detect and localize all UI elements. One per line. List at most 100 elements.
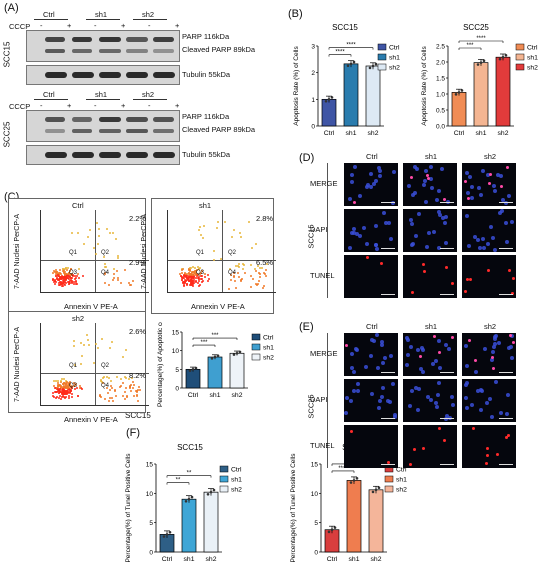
data-point (233, 353, 236, 356)
flow-event-dot (116, 376, 118, 378)
flow-event-dot (111, 397, 113, 399)
flow-event-dot (122, 395, 124, 397)
micro-row-label: TUNEL (310, 271, 335, 280)
flow-event-dot (199, 284, 201, 286)
nucleus-dot (437, 189, 441, 193)
nucleus-dot (485, 401, 489, 405)
data-point (505, 54, 508, 57)
flow-event-dot (62, 285, 64, 287)
legend-label: Ctrl (389, 45, 400, 52)
flow-event-dot (233, 229, 235, 231)
quadrant-label: Q3 (69, 270, 77, 276)
flow-event-dot (78, 277, 80, 279)
nucleus-dot (381, 361, 385, 365)
nucleus-dot (441, 216, 445, 220)
flow-plot-area: Q1 Q2 Q3 Q4 2.6% 8.2% (40, 323, 149, 406)
chart-f-scc15: SCC15051015Percentage(%) of Tunel Positi… (120, 440, 260, 568)
flow-event-dot (240, 280, 242, 282)
legend-swatch (385, 486, 393, 492)
data-point (239, 351, 242, 354)
tunel-dot (492, 367, 495, 370)
x-tick-label: Ctrl (162, 556, 173, 563)
tunel-dot (413, 448, 416, 451)
legend-swatch (252, 334, 260, 340)
blot-group-label: sh1 (95, 10, 107, 19)
flow-event-dot (93, 362, 95, 364)
nucleus-dot (364, 365, 368, 369)
y-tick-label: 1 (311, 97, 315, 104)
nucleus-dot (424, 169, 428, 173)
nucleus-dot (362, 226, 366, 230)
nucleus-dot (426, 395, 430, 399)
scale-bar (499, 294, 513, 295)
micro-image (403, 163, 457, 206)
nucleus-dot (432, 230, 436, 234)
micro-image (462, 209, 516, 252)
scale-bar (499, 202, 513, 203)
tunel-dot (496, 453, 499, 456)
nucleus-dot (491, 236, 495, 240)
data-point (334, 526, 337, 529)
flow-event-dot (122, 382, 124, 384)
parp-band (99, 37, 121, 42)
flow-event-dot (202, 237, 204, 239)
nucleus-dot (365, 185, 369, 189)
nucleus-dot (474, 370, 478, 374)
flow-event-dot (98, 235, 100, 237)
nucleus-dot (435, 198, 439, 202)
flow-event-dot (208, 278, 210, 280)
scale-bar (440, 418, 454, 419)
parp-band (45, 117, 65, 122)
micro-image (344, 333, 398, 376)
tunel-dot (488, 182, 491, 185)
flow-event-dot (244, 272, 246, 274)
nucleus-dot (427, 231, 431, 235)
panel-label-e: (E) (299, 321, 314, 333)
tunel-dot (409, 463, 412, 466)
sig-stars: **** (476, 36, 486, 42)
scale-bar (381, 294, 395, 295)
tunel-dot (422, 263, 425, 266)
y-tick-label: 5 (314, 520, 318, 527)
parp-label: PARP 116kDa (182, 112, 229, 121)
legend-label: sh2 (231, 487, 242, 494)
flow-event-dot (112, 279, 114, 281)
data-point (375, 489, 378, 492)
nucleus-dot (420, 346, 424, 350)
flow-event-dot (224, 221, 226, 223)
scale-bar (440, 464, 454, 465)
y-tick-label: 10 (311, 491, 319, 498)
legend-swatch (252, 344, 260, 350)
flow-event-dot (63, 389, 65, 391)
data-point (213, 489, 216, 492)
flow-event-dot (198, 278, 200, 280)
tubulin-band (99, 72, 121, 78)
tubulin-band (72, 152, 94, 158)
data-point (328, 98, 331, 101)
scale-bar (440, 294, 454, 295)
scale-bar (499, 418, 513, 419)
flow-event-dot (59, 269, 61, 271)
nucleus-dot (465, 364, 469, 368)
flow-ylabel: 7-AAD Nuclesi PerCP-A (14, 327, 21, 402)
data-point (169, 531, 172, 534)
flow-event-dot (52, 392, 54, 394)
flow-event-dot (81, 355, 83, 357)
micro-row-label: DAPI (310, 225, 328, 234)
flow-event-dot (248, 221, 250, 223)
data-point (502, 56, 505, 59)
nucleus-dot (491, 350, 495, 354)
flow-event-dot (52, 395, 54, 397)
cccp-sign: + (67, 21, 71, 30)
cleaved-parp-band (126, 129, 148, 133)
y-axis-label: Percentage(%) of Apoptotic cells (157, 322, 164, 407)
x-tick-label: sh2 (498, 130, 509, 137)
cleaved-parp-band (153, 129, 174, 133)
flow-event-dot (124, 269, 126, 271)
tunel-dot (423, 270, 426, 273)
scale-bar (381, 202, 395, 203)
tunel-dot (411, 291, 414, 294)
quadrant-label: Q4 (101, 383, 109, 389)
legend-label: sh1 (396, 477, 407, 484)
panel-label-f: (F) (126, 427, 140, 439)
